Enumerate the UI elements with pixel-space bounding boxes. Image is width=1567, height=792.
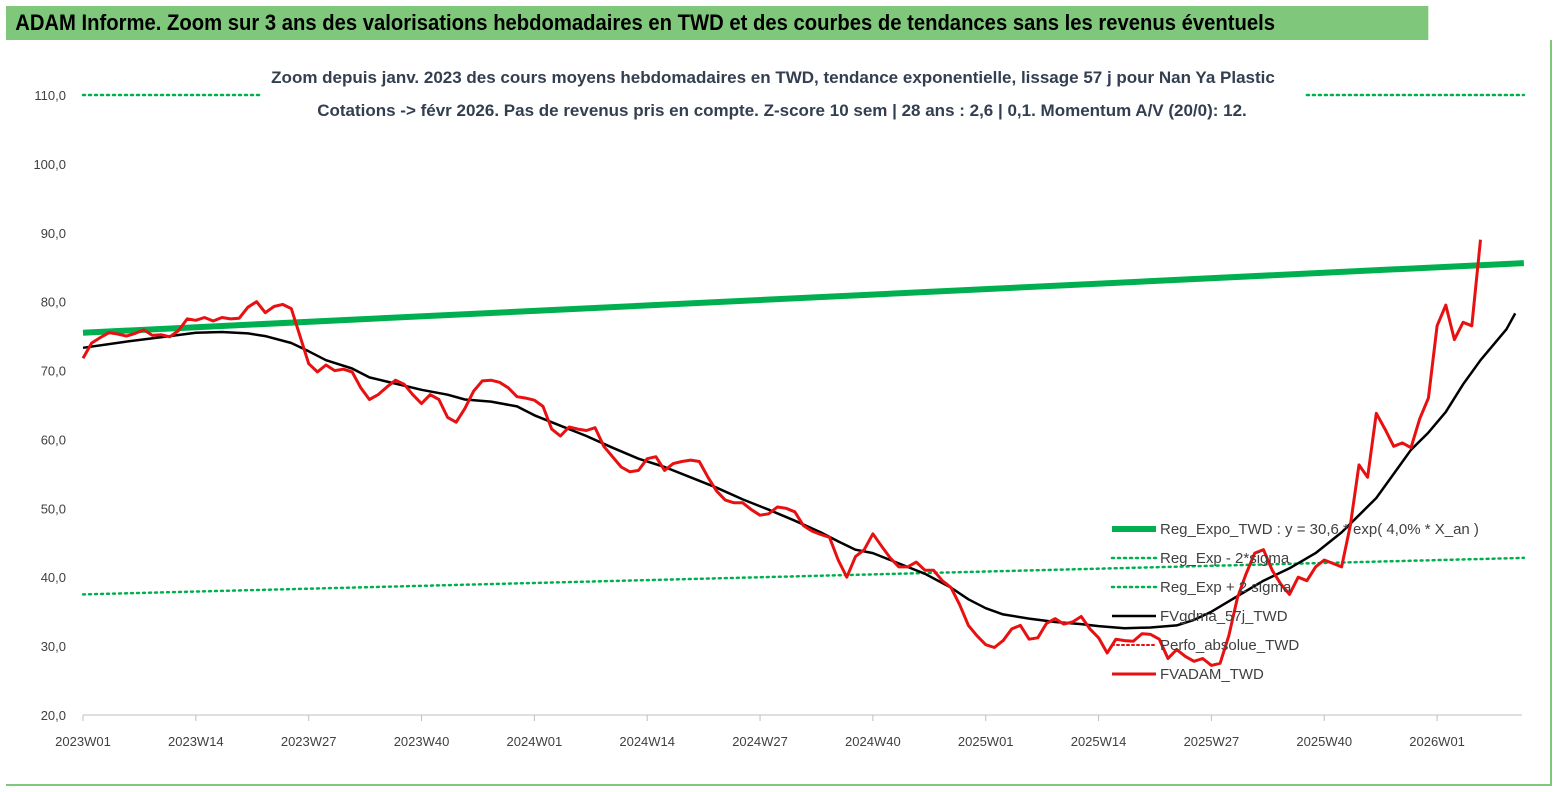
x-tick-label: 2025W14	[1071, 734, 1127, 749]
x-tick-label: 2024W14	[619, 734, 675, 749]
series-fvgdma-57j-twd	[82, 312, 1517, 630]
y-tick-label: 20,0	[41, 708, 66, 723]
chart-subtitle-line-1: Zoom depuis janv. 2023 des cours moyens …	[271, 68, 1275, 87]
legend: Reg_Expo_TWD : y = 30,6 * exp( 4,0% * X_…	[1110, 521, 1479, 683]
report-title: ADAM Informe. Zoom sur 3 ans des valoris…	[6, 6, 1429, 40]
y-tick-label: 80,0	[41, 295, 66, 310]
y-tick-label: 50,0	[41, 501, 66, 516]
axes: 20,0 30,0 40,0 50,0 60,0 70,0 80,0 90,0 100,0 110…	[33, 88, 1522, 749]
legend-label: Perfo_absolue_TWD	[1160, 637, 1299, 654]
x-tick-label: 2026W01	[1409, 734, 1465, 749]
x-tick-label: 2024W01	[507, 734, 563, 749]
chart-subtitle-line-2: Cotations -> févr 2026. Pas de revenus p…	[317, 101, 1247, 120]
series-layer	[81, 93, 1526, 667]
x-tick-label: 2023W14	[168, 734, 224, 749]
x-tick-label: 2025W01	[958, 734, 1014, 749]
series-fvadam-twd	[81, 239, 1482, 667]
legend-label: Reg_Expo_TWD : y = 30,6 * exp( 4,0% * X_…	[1160, 521, 1479, 538]
x-tick-label: 2024W27	[732, 734, 788, 749]
series-reg-exp-minus-2sigma	[81, 556, 1526, 596]
y-tick-label: 60,0	[41, 432, 66, 447]
y-tick-label: 90,0	[41, 226, 66, 241]
x-tick-label: 2023W01	[55, 734, 111, 749]
x-tick-label: 2023W40	[394, 734, 450, 749]
legend-label: FVADAM_TWD	[1160, 666, 1264, 683]
x-tick-label: 2023W27	[281, 734, 337, 749]
y-tick-label: 30,0	[41, 639, 66, 654]
x-tick-label: 2025W27	[1184, 734, 1240, 749]
series-reg-expo-twd	[82, 260, 1525, 336]
y-tick-label: 40,0	[41, 570, 66, 585]
x-tick-label: 2024W40	[845, 734, 901, 749]
chart-frame	[6, 40, 1552, 786]
legend-label: Reg_Exp + 2 sigma	[1160, 579, 1292, 596]
y-tick-label: 110,0	[34, 88, 66, 103]
legend-label: FVgdma_57j_TWD	[1160, 608, 1288, 625]
legend-label: Reg_Exp - 2*sigma	[1160, 550, 1290, 567]
y-tick-label: 70,0	[41, 364, 66, 379]
y-tick-label: 100,0	[33, 157, 66, 172]
x-tick-label: 2025W40	[1296, 734, 1352, 749]
